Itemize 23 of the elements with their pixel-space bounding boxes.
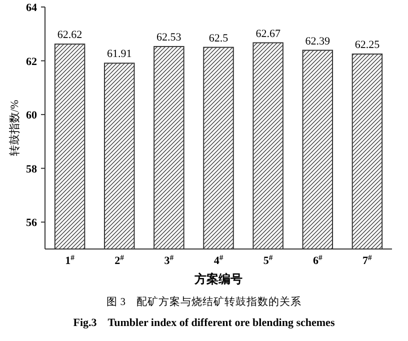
y-axis-title: 转鼓指数/% [8, 100, 21, 156]
x-tick-label: 5$^{#}$ [263, 252, 273, 267]
y-tick-label: 58 [26, 163, 38, 176]
x-tick-label: 6$^{#}$ [312, 252, 322, 267]
y-tick-label: 60 [26, 110, 38, 122]
x-tick-label: 2$^{#}$ [114, 252, 124, 267]
x-axis-title: 方案编号 [194, 272, 242, 286]
data-label: 62.62 [57, 29, 82, 42]
y-tick-label: 64 [26, 2, 38, 14]
caption: Fig.3 Tumbler index of different ore blending schemes [73, 317, 336, 329]
data-label: 62.53 [156, 32, 182, 44]
y-tick-label: 56 [26, 217, 38, 230]
caption: 图 3 配矿方案与烧结矿转鼓指数的关系 [106, 295, 302, 308]
data-label: 62.5 [208, 32, 229, 44]
x-tick-label: 1$^{#}$ [65, 252, 75, 267]
data-label: 62.39 [305, 35, 331, 48]
x-tick-label: 3$^{#}$ [164, 252, 174, 267]
data-label: 61.91 [106, 48, 132, 60]
data-label: 62.67 [256, 28, 281, 40]
x-tick-label: 4$^{#}$ [214, 252, 224, 267]
data-label: 62.25 [354, 39, 380, 52]
y-tick-label: 62 [26, 56, 38, 68]
x-tick-label: 7$^{#}$ [362, 252, 372, 267]
